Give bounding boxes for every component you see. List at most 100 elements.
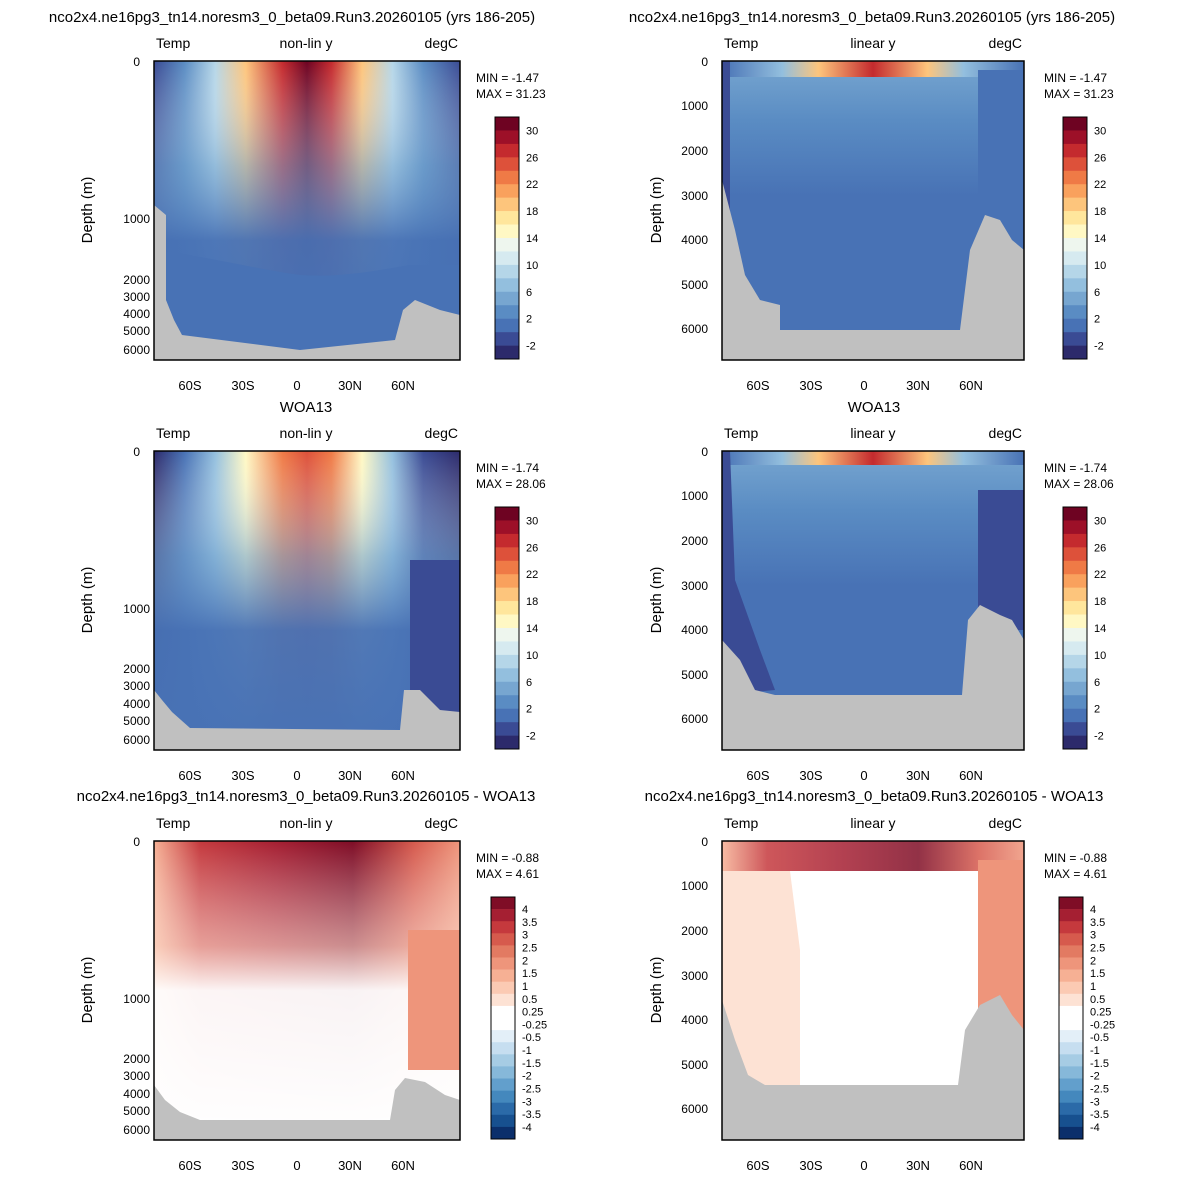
colorbar-label: 0.5 — [522, 994, 537, 1006]
colorbar-swatch — [491, 957, 515, 970]
var-label: Temp — [724, 425, 758, 441]
land-mask — [722, 605, 1024, 750]
colorbar-swatch — [1063, 211, 1087, 225]
yaxis-type-label: linear y — [850, 815, 895, 831]
colorbar-diff-nonlin: 43.532.521.510.50.25-0.25-0.5-1-1.5-2-2.… — [490, 896, 547, 1140]
colorbar-swatch — [1063, 291, 1087, 306]
colorbar-label: 0.25 — [522, 1007, 543, 1019]
top-title-left: nco2x4.ne16pg3_tn14.noresm3_0_beta09.Run… — [49, 9, 535, 26]
colorbar-swatch — [495, 332, 519, 346]
colorbar-swatch — [491, 1090, 515, 1103]
colorbar-swatch — [1063, 224, 1087, 239]
x-tick-label: 30N — [906, 1158, 930, 1173]
colorbar-swatch — [1063, 278, 1087, 293]
colorbar-swatch — [1063, 170, 1087, 185]
colorbar-label: 2 — [1094, 704, 1100, 716]
colorbar-swatch — [491, 1018, 515, 1031]
y-tick-label: 2000 — [123, 273, 150, 287]
x-tick-label: 30S — [231, 768, 254, 783]
colorbar-diff-linear: 43.532.521.510.50.25-0.25-0.5-1-1.5-2-2.… — [1058, 896, 1115, 1140]
colorbar-frame — [1062, 506, 1088, 750]
colorbar-label: 30 — [526, 515, 538, 527]
colorbar-swatch — [1063, 533, 1087, 548]
colorbar-swatch — [1063, 654, 1087, 669]
east-cold-column — [978, 490, 1024, 630]
colorbar-swatch — [495, 117, 519, 131]
colorbar-label: 6 — [526, 287, 532, 299]
colorbar-swatch — [495, 681, 519, 696]
colorbar-label: -2 — [1094, 341, 1104, 353]
colorbar-model-nonlin: 30 26 22 18 14 10 6 2 -2 — [494, 116, 538, 360]
colorbar-label: 26 — [1094, 152, 1106, 164]
y-ticks: 0 1000 2000 3000 4000 5000 6000 — [123, 55, 150, 357]
colorbar-swatch — [1063, 345, 1087, 360]
colorbar-swatch — [491, 1126, 515, 1140]
colorbar-label: -4 — [1090, 1122, 1100, 1134]
x-tick-label: 60S — [746, 768, 769, 783]
colorbar-label: -1 — [1090, 1045, 1100, 1057]
colorbar-model-linear: 30 26 22 18 14 10 6 2 -2 — [1062, 116, 1106, 360]
x-tick-label: 0 — [860, 1158, 867, 1173]
colorbar-frame — [1062, 116, 1088, 360]
y-tick-label: 0 — [133, 835, 140, 849]
colorbar-frame — [494, 116, 520, 360]
colorbar-swatch — [495, 130, 519, 145]
x-tick-label: 30S — [799, 768, 822, 783]
x-tick-label: 0 — [293, 1158, 300, 1173]
colorbar-frame — [494, 506, 520, 750]
land-mask — [722, 995, 1024, 1140]
colorbar-label: -2 — [1090, 1071, 1100, 1083]
colorbar-swatch — [1063, 614, 1087, 629]
colorbar-label: -3.5 — [522, 1109, 541, 1121]
y-tick-label: 2000 — [123, 662, 150, 676]
y-tick-label: 4000 — [123, 307, 150, 321]
colorbar-swatch — [495, 735, 519, 750]
colorbar-swatch — [495, 197, 519, 212]
colorbar-swatch — [495, 628, 519, 642]
colorbar-label: 4 — [522, 904, 528, 916]
colorbar-label: 26 — [526, 152, 538, 164]
colorbar-label: 3 — [1090, 930, 1096, 942]
colorbar-swatch — [495, 170, 519, 185]
colorbar-swatch — [495, 654, 519, 669]
y-tick-label: 6000 — [123, 343, 150, 357]
colorbar-label: 22 — [526, 569, 538, 581]
colorbar-label: 22 — [526, 179, 538, 191]
east-warm-column — [408, 930, 460, 1070]
colorbar-label: 26 — [1094, 542, 1106, 554]
colorbar-label: -0.5 — [522, 1032, 541, 1044]
colorbar-label: 6 — [1094, 287, 1100, 299]
colorbar-label: -0.25 — [1090, 1019, 1115, 1031]
panel-model-nonlin: Temp non-lin y degC MIN = -1.47 MAX = 31… — [79, 35, 546, 393]
colorbar-swatch — [495, 601, 519, 615]
colorbar-swatch — [1059, 1126, 1083, 1140]
colorbar-swatch — [495, 507, 519, 521]
x-tick-label: 60S — [178, 378, 201, 393]
y-ticks: 0 1000 2000 3000 4000 5000 6000 — [681, 445, 708, 726]
x-tick-label: 60N — [959, 1158, 983, 1173]
min-label: MIN = -1.47 — [476, 71, 539, 85]
colorbar-swatch — [495, 278, 519, 293]
colorbar-label: 10 — [1094, 650, 1106, 662]
y-tick-label: 2000 — [681, 924, 708, 938]
yaxis-type-label: linear y — [850, 425, 895, 441]
colorbar-label: 6 — [1094, 677, 1100, 689]
colorbar-label: 10 — [1094, 260, 1106, 272]
colorbar-label: 30 — [1094, 125, 1106, 137]
colorbar-label: 18 — [526, 206, 538, 218]
colorbar-swatch — [1063, 318, 1087, 333]
colorbar-swatch — [1063, 332, 1087, 346]
colorbar-swatch — [495, 143, 519, 158]
x-ticks: 60S 30S 0 30N 60N — [178, 378, 415, 393]
max-label: MAX = 28.06 — [1044, 477, 1114, 491]
y-tick-label: 3000 — [681, 189, 708, 203]
colorbar-swatch — [1063, 547, 1087, 562]
colorbar-swatch — [1063, 601, 1087, 615]
colorbar-swatch — [1063, 520, 1087, 535]
y-tick-label: 1000 — [123, 992, 150, 1006]
colorbar-swatch — [1063, 560, 1087, 575]
colorbar-swatch — [1063, 238, 1087, 252]
x-tick-label: 60N — [391, 1158, 415, 1173]
x-tick-label: 60N — [391, 768, 415, 783]
panel-diff-nonlin: Temp non-lin y degC MIN = -0.88 MAX = 4.… — [79, 815, 539, 1173]
